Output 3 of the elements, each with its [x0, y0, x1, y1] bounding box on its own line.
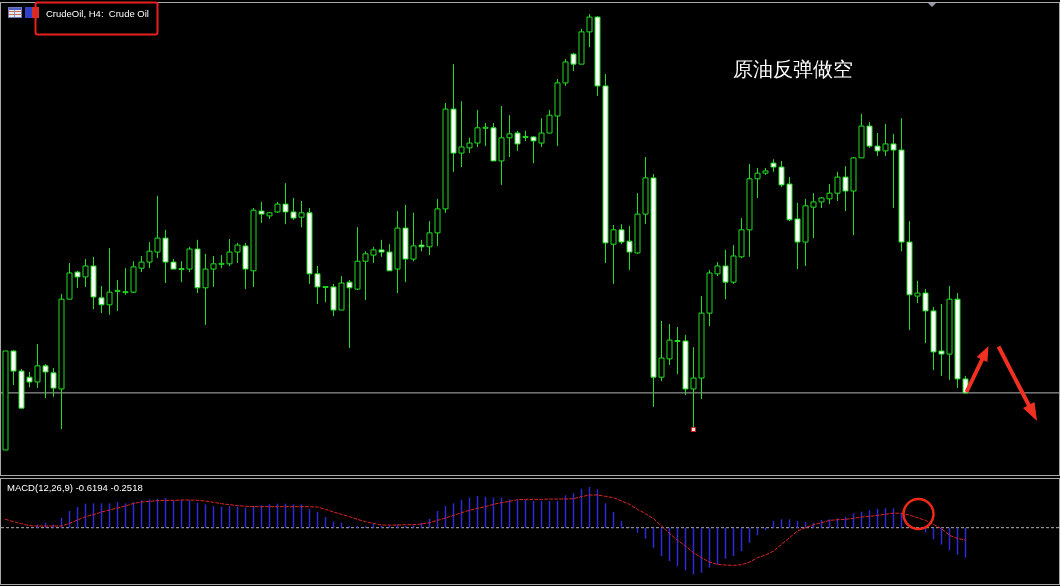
- chart-title: CrudeOil, H4: Crude Oil: [46, 8, 149, 19]
- annotation: 原油反弹做空: [733, 57, 853, 81]
- chart-title: MACD(12,26,9) -0.6194 -0.2518: [7, 482, 143, 493]
